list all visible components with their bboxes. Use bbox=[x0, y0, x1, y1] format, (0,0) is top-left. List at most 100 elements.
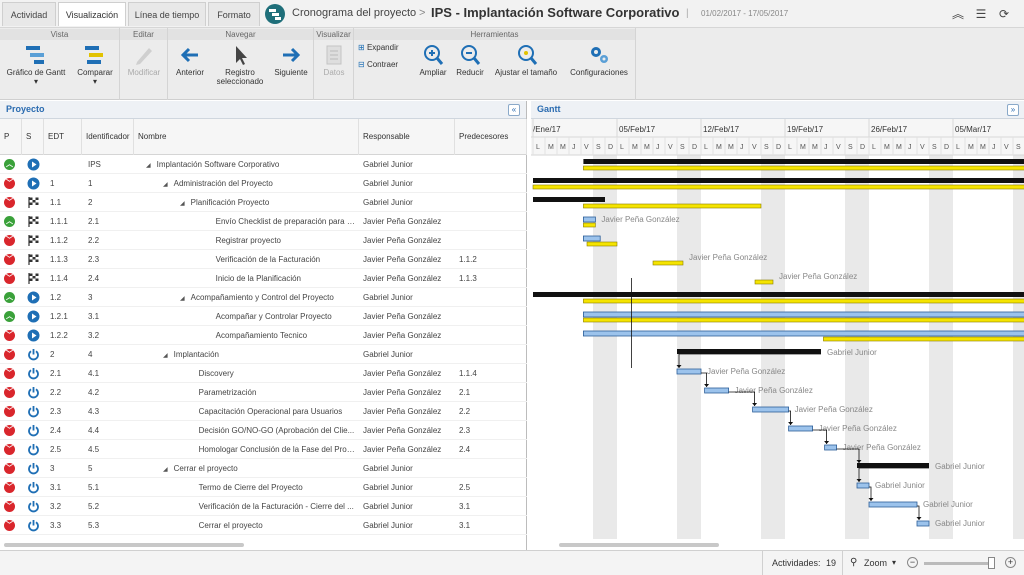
table-row[interactable]: ﹀ 2 4 ◢ Implantación Gabriel Junior bbox=[0, 345, 527, 364]
weekend-column bbox=[1013, 155, 1024, 539]
dependency-arrow bbox=[868, 498, 874, 501]
column-header-identificador[interactable]: Identificador bbox=[82, 119, 134, 155]
table-row[interactable]: ﹀ 3.2 5.2 ◢Verificación de la Facturación -… bbox=[0, 497, 527, 516]
table-row[interactable]: ﹀ 3 5 ◢ Cerrar el proyecto Gabriel Junior bbox=[0, 459, 527, 478]
contract-button[interactable]: ⊟ Contraer bbox=[358, 60, 418, 69]
expand-triangle-icon[interactable]: ◢ bbox=[180, 201, 185, 207]
collapse-panel-button[interactable]: « bbox=[508, 104, 520, 116]
expand-triangle-icon[interactable]: ◢ bbox=[163, 182, 168, 188]
chevron-down-icon[interactable]: ▾ bbox=[892, 558, 897, 567]
dependency-arrow bbox=[788, 422, 794, 425]
name-cell: ◢Verificación de la Facturación bbox=[205, 250, 355, 269]
table-row[interactable]: ﹀ 2.1 4.1 ◢Discovery Javier Peña González 1.1… bbox=[0, 364, 527, 383]
table-row[interactable]: ﹀ 1.1.2 2.2 ◢Registrar proyecto Javier Peña … bbox=[0, 231, 527, 250]
summary-bar bbox=[533, 197, 605, 202]
gantt-chart-button[interactable]: Gráfico de Gantt ▾ bbox=[4, 44, 68, 86]
identifier-cell: 4.5 bbox=[88, 445, 100, 454]
column-header-responsable[interactable]: Responsable bbox=[359, 119, 455, 155]
table-row[interactable]: ﹀ 1.1 2 ◢ Planificación Proyecto Gabriel Juni… bbox=[0, 193, 527, 212]
table-row[interactable]: ﹀ 1.1.3 2.3 ◢Verificación de la Facturación… bbox=[0, 250, 527, 269]
table-row[interactable]: ︿ 1.1.1 2.1 ◢Envío Checklist de preparación… bbox=[0, 212, 527, 231]
table-row[interactable]: ﹀ 1.1.4 2.4 ◢Inicio de la Planificación Javi… bbox=[0, 269, 527, 288]
weekend-column bbox=[689, 155, 701, 539]
dependency-line bbox=[701, 372, 707, 387]
previous-button[interactable]: Anterior bbox=[170, 44, 210, 77]
gantt-chart-icon bbox=[26, 46, 44, 64]
resource-label: Javier Peña González bbox=[843, 443, 921, 452]
expand-button[interactable]: ⊞ Expandir bbox=[358, 43, 418, 52]
zoom-in-button[interactable]: Ampliar bbox=[416, 44, 450, 77]
name-cell: ◢Discovery bbox=[188, 364, 355, 383]
table-row[interactable]: ﹀ 3.3 5.3 ◢Cerrar el proyecto Gabriel Junior… bbox=[0, 516, 527, 535]
baseline-bar bbox=[583, 165, 1024, 171]
name-cell: ◢Registrar proyecto bbox=[205, 231, 355, 250]
priority-up-icon: ︿ bbox=[4, 311, 15, 322]
tab-formato[interactable]: Formato bbox=[208, 2, 260, 26]
zoom-out-button[interactable]: Reducir bbox=[452, 44, 488, 77]
group-label: Visualizar bbox=[314, 29, 353, 40]
zoom-slider-handle[interactable] bbox=[988, 557, 995, 569]
status-bar: Actividades: 19 ⚲ Zoom ▾ − + bbox=[0, 550, 1024, 575]
column-header-predecesores[interactable]: Predecesores bbox=[455, 119, 527, 155]
refresh-icon[interactable]: ⟳ bbox=[998, 7, 1010, 21]
selected-record-button[interactable]: Registro seleccionado bbox=[210, 44, 270, 86]
data-button[interactable]: Datos bbox=[316, 44, 352, 77]
predecessors-cell: 1.1.2 bbox=[459, 255, 477, 264]
fit-size-button[interactable]: Ajustar el tamaño bbox=[490, 44, 562, 77]
zoom-dropdown[interactable]: Zoom bbox=[864, 558, 888, 568]
expand-triangle-icon[interactable]: ◢ bbox=[180, 296, 185, 302]
tab-actividad[interactable]: Actividad bbox=[2, 2, 56, 26]
collapse-up-icon[interactable]: ︽ bbox=[951, 7, 964, 21]
breadcrumb-schedule[interactable]: Cronograma del proyecto bbox=[292, 7, 417, 19]
table-row[interactable]: ﹀ 2.2 4.2 ◢Parametrización Javier Peña Gonzá… bbox=[0, 383, 527, 402]
table-row[interactable]: ﹀ 2.5 4.5 ◢Homologar Conclusión de la Fase … bbox=[0, 440, 527, 459]
dependency-arrow bbox=[824, 441, 830, 444]
table-row[interactable]: ﹀ 2.4 4.4 ◢Decisión GO/NO-GO (Aprobación de… bbox=[0, 421, 527, 440]
table-row[interactable]: ︿ 1.2 3 ◢ Acompañamiento y Control del Proye… bbox=[0, 288, 527, 307]
priority-down-icon: ﹀ bbox=[4, 425, 15, 436]
column-header-nombre[interactable]: Nombre bbox=[134, 119, 359, 155]
compare-button[interactable]: Comparar ▾ bbox=[70, 44, 120, 86]
identifier-cell: 5.3 bbox=[88, 521, 100, 530]
table-row[interactable]: ﹀ 1.2.2 3.2 ◢Acompañamiento Tecnico Javier P… bbox=[0, 326, 527, 345]
expand-triangle-icon[interactable]: ◢ bbox=[146, 163, 151, 169]
expand-icon: ⊞ bbox=[358, 43, 365, 52]
resource-label: Gabriel Junior bbox=[875, 481, 925, 490]
table-row[interactable]: ︿ 1.2.1 3.1 ◢Acompañar y Controlar Proyecto… bbox=[0, 307, 527, 326]
gantt-horizontal-scrollbar[interactable] bbox=[559, 543, 719, 547]
identifier-cell: 4 bbox=[88, 350, 93, 359]
zoom-minus-icon[interactable]: − bbox=[907, 557, 918, 568]
expand-triangle-icon[interactable]: ◢ bbox=[163, 353, 168, 359]
column-header-edt[interactable]: EDT bbox=[44, 119, 82, 155]
priority-down-icon: ﹀ bbox=[4, 501, 15, 512]
list-view-icon[interactable]: ☰ bbox=[975, 7, 987, 21]
left-horizontal-scrollbar[interactable] bbox=[4, 543, 244, 547]
modify-button[interactable]: Modificar bbox=[122, 44, 166, 77]
settings-button[interactable]: Configuraciones bbox=[564, 44, 634, 77]
day-label: M bbox=[560, 144, 566, 151]
day-label: M bbox=[632, 144, 638, 151]
table-row[interactable]: ︿ IPS ◢ Implantación Software Corporativo Ga… bbox=[0, 155, 527, 174]
column-header-p[interactable]: P bbox=[0, 119, 22, 155]
dependency-arrow bbox=[856, 479, 862, 482]
group-editar: Editar Modificar bbox=[120, 28, 168, 100]
day-label: M bbox=[812, 144, 818, 151]
edt-cell: 1.1 bbox=[50, 198, 62, 207]
zoom-slider-track[interactable] bbox=[924, 562, 994, 565]
column-header-s[interactable]: S bbox=[22, 119, 44, 155]
day-label: M bbox=[644, 144, 650, 151]
weekend-column bbox=[761, 155, 773, 539]
tab-linea-de-tiempo[interactable]: Línea de tiempo bbox=[128, 2, 206, 26]
tab-visualizacion[interactable]: Visualización bbox=[58, 2, 126, 26]
zoom-plus-icon[interactable]: + bbox=[1005, 557, 1016, 568]
gantt-chart-label: Gráfico de Gantt bbox=[6, 68, 66, 77]
expand-triangle-icon[interactable]: ◢ bbox=[163, 467, 168, 473]
week-label: 05/Mar/17 bbox=[955, 125, 992, 134]
expand-panel-button[interactable]: » bbox=[1007, 104, 1019, 116]
table-row[interactable]: ﹀ 2.3 4.3 ◢Capacitación Operacional para Us… bbox=[0, 402, 527, 421]
table-row[interactable]: ﹀ 1 1 ◢ Administración del Proyecto Gabriel J… bbox=[0, 174, 527, 193]
task-name: Registrar proyecto bbox=[215, 236, 281, 245]
responsible-cell: Javier Peña González bbox=[363, 274, 442, 283]
next-button[interactable]: Siguiente bbox=[270, 44, 312, 77]
table-row[interactable]: ﹀ 3.1 5.1 ◢Termo de Cierre del Proyecto Gabr… bbox=[0, 478, 527, 497]
